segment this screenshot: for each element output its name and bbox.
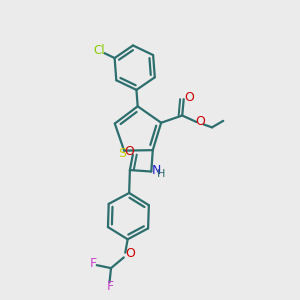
Text: F: F [90, 257, 97, 270]
Text: O: O [124, 145, 134, 158]
Text: O: O [195, 115, 205, 128]
Text: S: S [118, 146, 126, 160]
Text: O: O [184, 92, 194, 104]
Text: O: O [126, 247, 136, 260]
Text: Cl: Cl [93, 44, 105, 57]
Text: N: N [152, 164, 161, 177]
Text: H: H [157, 169, 166, 179]
Text: F: F [106, 280, 114, 293]
